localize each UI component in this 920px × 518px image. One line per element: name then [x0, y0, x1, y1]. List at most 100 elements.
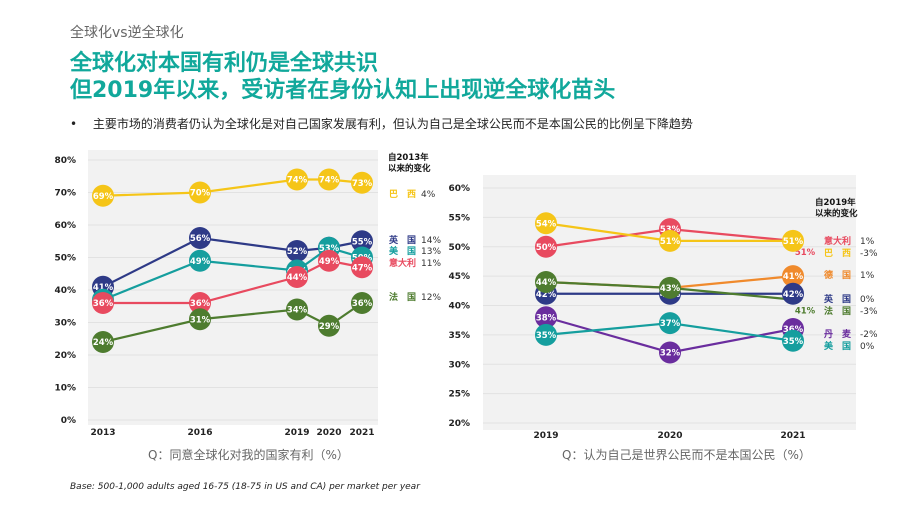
chart2-data-point	[535, 271, 557, 293]
bullet-text: 主要市场的消费者仍认为全球化是对自己国家发展有利，但认为自己是全球公民而不是本国…	[92, 117, 693, 131]
chart1-legend-title-line2: 以来的变化	[388, 163, 431, 174]
chart2-y-tick-label: 20%	[448, 419, 470, 429]
chart2-data-point	[659, 312, 681, 335]
chart2-legend-change: 1%	[860, 271, 875, 281]
chart1-data-point	[351, 171, 373, 194]
chart1-data-point	[351, 230, 373, 253]
chart2-data-label: 35%	[783, 337, 804, 347]
chart1-data-label: 34%	[287, 306, 308, 316]
chart1-x-tick-label: 2020	[316, 428, 341, 438]
chart2-data-label: 50%	[536, 243, 557, 253]
chart1-data-label: 41%	[93, 283, 114, 293]
chart1-data-point	[286, 298, 308, 321]
bullet-marker: •	[70, 117, 78, 131]
chart2-data-point	[535, 235, 557, 258]
chart2-data-label: 35%	[536, 331, 557, 341]
chart2-y-tick-label: 35%	[448, 331, 470, 341]
chart1-y-tick-label: 80%	[54, 156, 76, 166]
chart1-y-tick-label: 50%	[54, 254, 76, 264]
chart1-data-label: 73%	[352, 179, 373, 189]
chart1-legend-label: 意大利	[389, 257, 416, 269]
chart1-legend-label: 法 国	[389, 291, 416, 303]
chart2-legend-title-line2: 以来的变化	[815, 208, 858, 219]
chart1-x-tick-label: 2019	[284, 428, 309, 438]
chart2-x-tick-label: 2020	[657, 431, 682, 441]
chart2-data-point	[535, 306, 557, 329]
chart2-legend-label: 德 国	[824, 269, 851, 281]
chart2-data-point	[782, 265, 804, 288]
chart1-data-point	[351, 292, 373, 314]
chart2-data-point	[659, 341, 681, 364]
chart1-data-point	[92, 184, 114, 207]
chart2-y-tick-label: 55%	[448, 213, 470, 223]
chart1-y-tick-label: 40%	[54, 286, 76, 296]
chart2-data-point	[659, 229, 681, 252]
chart1-legend-change: 13%	[421, 247, 441, 257]
chart2-data-label: 54%	[536, 219, 557, 229]
chart2-y-tick-label: 50%	[448, 243, 470, 253]
headline-line-2: 但2019年以来，受访者在身份认知上出现逆全球化苗头	[70, 78, 616, 103]
chart2-data-point	[535, 212, 557, 235]
chart1-legend-label: 美 国	[389, 245, 416, 257]
chart1-y-tick-label: 10%	[54, 384, 76, 394]
chart2-data-label: 42%	[783, 290, 804, 300]
chart1-data-label: 56%	[190, 234, 211, 244]
page-headline: 全球化对本国有利仍是全球共识 但2019年以来，受访者在身份认知上出现逆全球化苗…	[70, 50, 615, 104]
chart1-data-point	[318, 249, 340, 272]
chart1-y-tick-label: 60%	[54, 221, 76, 231]
summary-bullet: • 主要市场的消费者仍认为全球化是对自己国家发展有利，但认为自己是全球公民而不是…	[70, 115, 693, 132]
chart1-data-label: 44%	[287, 273, 308, 283]
chart1-data-point	[318, 168, 340, 191]
chart1-data-label: 69%	[93, 192, 114, 202]
chart1-data-point	[189, 181, 211, 204]
chart2-data-label: 51%	[660, 237, 681, 247]
chart1-data-point	[351, 256, 373, 279]
chart2-legend-label: 法 国	[824, 305, 851, 317]
chart1-data-label: 31%	[190, 315, 211, 325]
chart2-legend-change: 0%	[860, 342, 875, 352]
chart1-legend-change: 12%	[421, 293, 441, 303]
chart1-y-tick-label: 20%	[54, 351, 76, 361]
chart2-legend-label: 意大利	[824, 235, 851, 247]
chart2-caption: Q：认为自己是世界公民而不是本国公民（%）	[562, 448, 811, 462]
chart2-data-point	[782, 329, 804, 352]
chart1-x-tick-label: 2016	[187, 428, 212, 438]
chart2-y-tick-label: 25%	[448, 390, 470, 400]
chart1-data-label: 53%	[319, 244, 340, 254]
chart2-legend-label: 巴 西	[824, 248, 851, 259]
chart1-data-label: 52%	[287, 247, 308, 257]
chart1-y-tick-label: 70%	[54, 189, 76, 199]
chart2-y-tick-label: 45%	[448, 272, 470, 282]
chart1-data-label: 36%	[352, 299, 373, 309]
chart2-y-tick-label: 60%	[448, 184, 470, 194]
chart1-data-label: 24%	[93, 338, 114, 348]
chart2-x-tick-label: 2019	[533, 431, 558, 441]
chart2-data-point	[659, 276, 681, 299]
chart2-data-label: 42%	[536, 290, 557, 300]
chart2-legend-label: 丹 麦	[824, 328, 852, 340]
chart1-legend-change: 14%	[421, 236, 441, 246]
chart1-legend-label: 英 国	[388, 234, 416, 246]
chart1-caption: Q：同意全球化对我的国家有利（%）	[148, 448, 349, 462]
chart2-legend-change: -2%	[860, 330, 878, 340]
chart1-data-label: 49%	[319, 257, 340, 267]
chart1-data-label: 74%	[319, 176, 340, 186]
chart2-legend-change: -3%	[860, 307, 878, 317]
chart2-legend-label: 美 国	[824, 340, 851, 352]
chart1-x-tick-label: 2013	[90, 428, 115, 438]
chart1-legend-change: 4%	[421, 190, 436, 200]
chart1-y-tick-label: 0%	[61, 416, 76, 426]
chart1-data-label: 55%	[352, 237, 373, 247]
chart2-data-label: 51%	[783, 237, 804, 247]
chart1-data-label: 74%	[287, 176, 308, 186]
chart2-legend-change: 1%	[860, 237, 875, 247]
chart2-legend-title-line1: 自2019年	[815, 197, 856, 208]
chart1-data-point	[92, 331, 114, 353]
chart2-data-point	[782, 229, 804, 252]
chart1-data-point	[189, 308, 211, 331]
base-note: Base: 500-1,000 adults aged 16-75 (18-75…	[70, 482, 420, 492]
chart1-legend-label: 巴 西	[389, 189, 416, 200]
chart1-data-point	[189, 249, 211, 272]
chart2-data-label: 43%	[660, 284, 681, 294]
chart2-data-label: 44%	[536, 278, 557, 288]
